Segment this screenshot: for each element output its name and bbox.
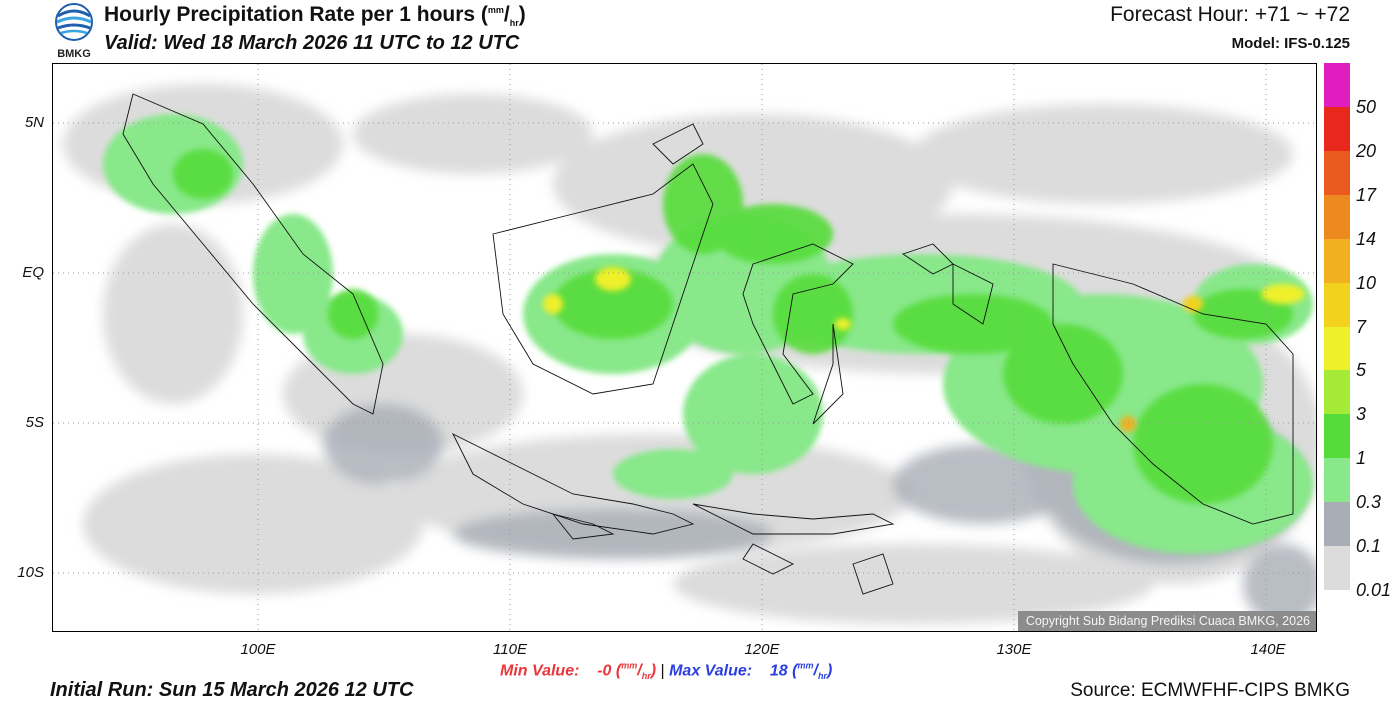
colorbar-swatch — [1324, 414, 1350, 459]
colorbar-swatch — [1324, 106, 1350, 152]
max-value: 18 — [769, 662, 788, 680]
lon-tick-120e: 120E — [744, 641, 780, 658]
forecast-hour: Forecast Hour: +71 ~ +72 — [1110, 3, 1350, 26]
max-value-label: Max Value: — [669, 662, 753, 680]
bmkg-logo: BMKG — [50, 2, 98, 60]
colorbar-swatch — [1324, 326, 1350, 371]
lat-tick-5n: 5N — [24, 114, 44, 131]
colorbar-label: 3 — [1356, 404, 1367, 425]
lon-tick-100e: 100E — [240, 641, 276, 658]
lon-tick-140e: 140E — [1250, 641, 1286, 658]
lon-tick-110e: 110E — [493, 641, 527, 658]
chart-title: Hourly Precipitation Rate per 1 hours (m… — [104, 3, 526, 29]
colorbar — [1324, 63, 1350, 591]
initial-run: Initial Run: Sun 15 March 2026 12 UTC — [50, 679, 414, 701]
min-max-stats: Min Value: -0 (mm/hr) | Max Value: 18 (m… — [500, 661, 833, 682]
data-source: Source: ECMWFHF-CIPS BMKG — [1070, 680, 1350, 701]
colorbar-label: 17 — [1356, 184, 1377, 205]
colorbar-label: 7 — [1356, 316, 1367, 337]
lon-tick-130e: 130E — [996, 641, 1032, 658]
precip-heavy-layer — [543, 267, 1305, 432]
colorbar-swatch — [1324, 150, 1350, 196]
colorbar-label: 0.1 — [1356, 536, 1382, 557]
colorbar-label: 20 — [1356, 140, 1377, 161]
valid-time: Valid: Wed 18 March 2026 11 UTC to 12 UT… — [104, 32, 520, 54]
colorbar-swatch — [1324, 282, 1350, 327]
lat-tick-10s: 10S — [17, 564, 44, 581]
colorbar-label: 0.01 — [1356, 580, 1392, 600]
colorbar-swatch — [1324, 238, 1350, 284]
min-value-label: Min Value: — [500, 662, 580, 680]
lat-tick-eq: EQ — [22, 264, 44, 281]
colorbar-swatch — [1324, 502, 1350, 547]
colorbar-swatch — [1324, 546, 1350, 591]
graticule — [53, 64, 1316, 631]
colorbar-swatch — [1324, 458, 1350, 503]
colorbar-label: 14 — [1356, 228, 1377, 249]
logo-text: BMKG — [57, 48, 91, 60]
coastlines — [122, 93, 1294, 595]
colorbar-swatch — [1324, 63, 1350, 108]
colorbar-label: 10 — [1356, 272, 1377, 293]
colorbar-swatch — [1324, 370, 1350, 415]
colorbar-label: 1 — [1356, 448, 1367, 469]
copyright-notice: Copyright Sub Bidang Prediksi Cuaca BMKG… — [1017, 611, 1316, 631]
colorbar-swatch — [1324, 194, 1350, 240]
colorbar-label: 0.3 — [1356, 492, 1382, 513]
colorbar-label: 50 — [1356, 96, 1377, 117]
model-label: Model: IFS-0.125 — [1231, 35, 1350, 52]
min-value: -0 — [597, 662, 612, 680]
colorbar-label: 5 — [1356, 360, 1367, 381]
lat-tick-5s: 5S — [25, 414, 44, 431]
precipitation-map: Copyright Sub Bidang Prediksi Cuaca BMKG… — [52, 63, 1317, 632]
